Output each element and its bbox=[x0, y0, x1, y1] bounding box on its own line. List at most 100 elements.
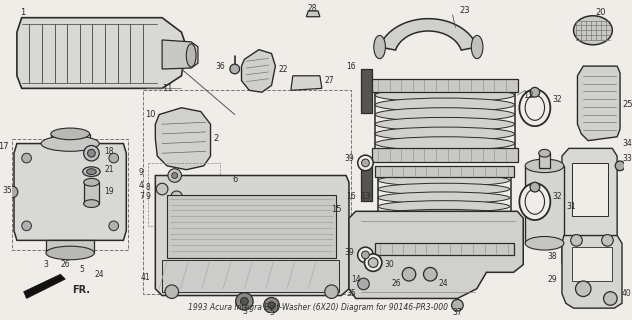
Text: 19: 19 bbox=[104, 188, 114, 196]
Bar bbox=[83, 182, 99, 204]
Bar bbox=[525, 166, 564, 243]
Text: 6: 6 bbox=[232, 175, 238, 184]
Text: 14: 14 bbox=[351, 275, 360, 284]
Circle shape bbox=[604, 292, 617, 305]
Text: 8: 8 bbox=[146, 183, 150, 192]
Bar bbox=[572, 247, 612, 281]
Ellipse shape bbox=[378, 227, 509, 238]
Ellipse shape bbox=[378, 183, 509, 195]
Circle shape bbox=[109, 153, 119, 163]
Polygon shape bbox=[46, 240, 94, 253]
Ellipse shape bbox=[375, 88, 514, 102]
Ellipse shape bbox=[186, 44, 196, 67]
Circle shape bbox=[615, 161, 625, 171]
Text: 1: 1 bbox=[20, 8, 25, 17]
Circle shape bbox=[358, 247, 373, 263]
Text: 34: 34 bbox=[622, 139, 632, 148]
Text: 32: 32 bbox=[552, 192, 562, 201]
Ellipse shape bbox=[378, 209, 509, 221]
Polygon shape bbox=[155, 175, 349, 296]
Text: 29: 29 bbox=[547, 275, 557, 284]
Text: 9: 9 bbox=[145, 192, 150, 201]
Text: 7: 7 bbox=[139, 192, 143, 201]
Circle shape bbox=[6, 186, 18, 198]
Text: 11: 11 bbox=[162, 84, 173, 93]
Text: 35: 35 bbox=[346, 289, 356, 298]
Polygon shape bbox=[51, 134, 90, 147]
Text: 18: 18 bbox=[104, 147, 114, 156]
Ellipse shape bbox=[87, 169, 96, 174]
Ellipse shape bbox=[520, 89, 550, 126]
Circle shape bbox=[576, 281, 591, 297]
Polygon shape bbox=[562, 236, 622, 308]
Circle shape bbox=[362, 159, 369, 167]
Ellipse shape bbox=[51, 128, 90, 140]
Bar bbox=[143, 90, 351, 294]
Circle shape bbox=[358, 155, 373, 171]
Bar bbox=[167, 195, 336, 258]
Circle shape bbox=[109, 221, 119, 231]
Circle shape bbox=[156, 183, 168, 195]
Text: 31: 31 bbox=[567, 202, 576, 211]
Text: 33: 33 bbox=[622, 154, 632, 163]
Ellipse shape bbox=[378, 174, 509, 186]
Text: 25: 25 bbox=[622, 100, 632, 109]
Circle shape bbox=[358, 278, 369, 290]
Text: 38: 38 bbox=[547, 252, 557, 261]
Polygon shape bbox=[14, 144, 126, 240]
Text: 1993 Acura Integra Bolt-Washer (6X20) Diagram for 90146-PR3-000: 1993 Acura Integra Bolt-Washer (6X20) Di… bbox=[188, 303, 448, 312]
Ellipse shape bbox=[378, 192, 509, 204]
Text: 10: 10 bbox=[145, 110, 155, 119]
Text: 16: 16 bbox=[346, 192, 356, 201]
Circle shape bbox=[365, 254, 382, 271]
Circle shape bbox=[168, 169, 181, 182]
Ellipse shape bbox=[83, 200, 99, 207]
Text: 23: 23 bbox=[460, 6, 470, 15]
Circle shape bbox=[83, 146, 99, 161]
Polygon shape bbox=[562, 148, 617, 269]
Text: 32: 32 bbox=[552, 95, 562, 105]
Ellipse shape bbox=[525, 189, 545, 214]
Circle shape bbox=[264, 298, 279, 313]
Text: 9: 9 bbox=[139, 168, 143, 177]
Circle shape bbox=[241, 298, 248, 305]
Bar bbox=[375, 166, 514, 177]
Ellipse shape bbox=[375, 98, 514, 112]
Circle shape bbox=[452, 300, 463, 311]
Text: FR.: FR. bbox=[72, 285, 90, 295]
Bar bbox=[372, 148, 518, 162]
Text: 37: 37 bbox=[453, 308, 462, 317]
Text: 24: 24 bbox=[438, 279, 447, 288]
Ellipse shape bbox=[83, 179, 99, 186]
Bar bbox=[572, 163, 609, 216]
Text: 20: 20 bbox=[596, 8, 606, 17]
Ellipse shape bbox=[83, 167, 100, 176]
Text: 5: 5 bbox=[80, 265, 84, 274]
Ellipse shape bbox=[574, 16, 612, 45]
Ellipse shape bbox=[375, 108, 514, 121]
Polygon shape bbox=[155, 108, 210, 170]
Text: 40: 40 bbox=[622, 289, 632, 298]
Ellipse shape bbox=[525, 236, 564, 250]
Text: 3: 3 bbox=[242, 307, 247, 316]
Polygon shape bbox=[307, 11, 320, 17]
Ellipse shape bbox=[471, 36, 483, 59]
Circle shape bbox=[530, 87, 540, 97]
Circle shape bbox=[402, 268, 416, 281]
Circle shape bbox=[571, 235, 582, 246]
Circle shape bbox=[268, 302, 275, 308]
Circle shape bbox=[88, 149, 95, 157]
Text: 3: 3 bbox=[44, 260, 49, 269]
Bar bbox=[372, 79, 518, 92]
Polygon shape bbox=[241, 50, 276, 92]
Text: 39: 39 bbox=[344, 248, 354, 258]
Polygon shape bbox=[291, 76, 322, 90]
Circle shape bbox=[236, 293, 253, 310]
Bar bbox=[148, 163, 220, 226]
Text: 15: 15 bbox=[331, 205, 341, 214]
Circle shape bbox=[423, 268, 437, 281]
Text: 26: 26 bbox=[392, 279, 401, 288]
Ellipse shape bbox=[46, 246, 94, 260]
Text: 26: 26 bbox=[61, 260, 70, 269]
Bar bbox=[12, 139, 128, 250]
